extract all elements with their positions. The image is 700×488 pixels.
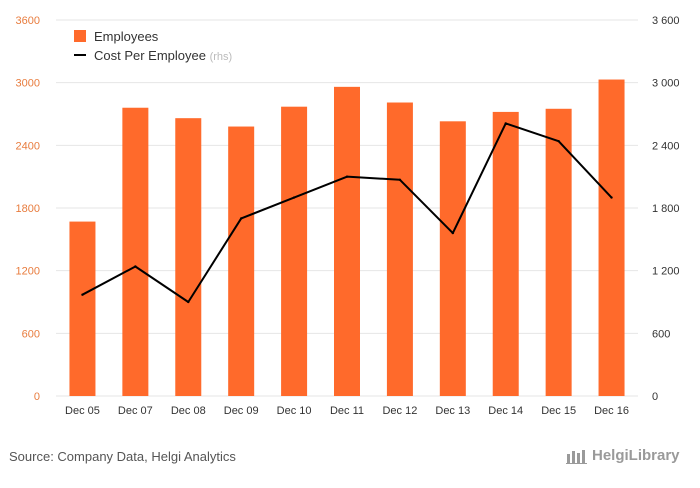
y-left-tick-label: 1200 xyxy=(16,266,40,278)
legend-label-cost-per-employee: Cost Per Employee (rhs) xyxy=(94,48,232,63)
y-left-tick-label: 3600 xyxy=(16,15,40,27)
y-left-tick-label: 2400 xyxy=(16,140,40,152)
line-point xyxy=(187,300,190,304)
line-point xyxy=(239,217,243,220)
line-layer xyxy=(81,122,613,304)
bar xyxy=(492,111,519,397)
legend-label-text: Cost Per Employee xyxy=(94,48,210,63)
bar xyxy=(334,86,360,396)
source-note: Source: Company Data, Helgi Analytics xyxy=(9,449,236,464)
line-point xyxy=(610,196,613,199)
y-right-tick-label: 2 400 xyxy=(652,140,680,152)
legend-rhs-suffix: (rhs) xyxy=(210,51,233,63)
brand-logo: HelgiLibrary xyxy=(566,447,680,464)
bars-layer xyxy=(69,79,625,397)
x-tick-label: Dec 14 xyxy=(488,405,523,417)
x-tick-label: Dec 05 xyxy=(65,405,100,417)
x-tick-label: Dec 10 xyxy=(277,405,312,417)
line-point xyxy=(398,178,402,181)
line-point xyxy=(345,175,349,178)
y-right-tick-label: 3 600 xyxy=(652,15,680,27)
x-tick-label: Dec 08 xyxy=(171,405,206,417)
bar xyxy=(69,221,96,396)
y-right-tick-label: 600 xyxy=(652,328,670,340)
line-point xyxy=(292,196,296,199)
bar xyxy=(281,106,308,396)
y-right-tick-label: 0 xyxy=(652,391,658,403)
x-tick-label: Dec 07 xyxy=(118,405,153,417)
legend-label-employees: Employees xyxy=(94,29,159,44)
bar xyxy=(545,108,572,397)
line-point xyxy=(134,265,137,268)
x-tick-label: Dec 16 xyxy=(594,405,629,417)
line-point xyxy=(504,122,507,125)
bar xyxy=(598,79,625,397)
bar xyxy=(175,118,202,396)
y-right-tick-label: 1 200 xyxy=(652,266,680,278)
y-left-tick-label: 1800 xyxy=(16,203,40,215)
x-tick-label: Dec 11 xyxy=(330,405,364,417)
y-right-tick-label: 3 000 xyxy=(652,78,680,90)
legend-swatch-employees xyxy=(74,30,86,42)
y-left-tick-label: 3000 xyxy=(16,78,40,90)
x-tick-label: Dec 15 xyxy=(541,405,576,417)
library-icon xyxy=(566,449,587,464)
y-right-tick-label: 1 800 xyxy=(652,203,680,215)
bar xyxy=(386,102,413,396)
line-point xyxy=(81,293,84,296)
axis-layer: 0 0 600 600 1200 1 200 1800 1 800 2400 2 400 3000 3… xyxy=(16,15,680,417)
y-left-tick-label: 0 xyxy=(34,391,40,403)
x-tick-label: Dec 09 xyxy=(224,405,259,417)
x-tick-label: Dec 12 xyxy=(382,405,417,417)
bar xyxy=(122,107,149,396)
line-point xyxy=(557,139,560,143)
brand-name: HelgiLibrary xyxy=(592,447,680,464)
y-left-tick-label: 600 xyxy=(22,328,40,340)
bar xyxy=(439,121,466,397)
x-tick-label: Dec 13 xyxy=(435,405,470,417)
legend: Employees Cost Per Employee (rhs) xyxy=(74,29,232,63)
bar xyxy=(228,126,255,397)
line-point xyxy=(451,231,455,235)
